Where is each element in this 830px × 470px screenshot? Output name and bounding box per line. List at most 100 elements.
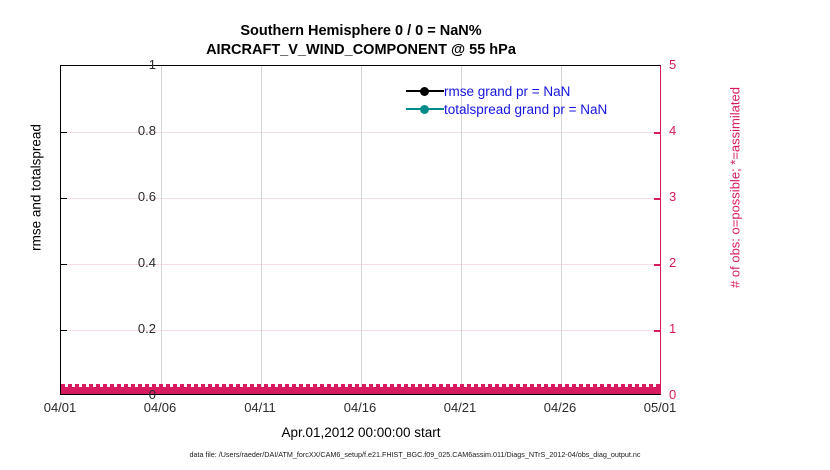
gridline-horizontal bbox=[61, 198, 660, 199]
obs-count-marker bbox=[453, 384, 457, 389]
obs-count-marker bbox=[593, 384, 597, 389]
obs-count-marker bbox=[397, 384, 401, 389]
obs-count-marker bbox=[432, 384, 436, 389]
obs-count-marker bbox=[579, 384, 583, 389]
obs-count-marker bbox=[572, 384, 576, 389]
y-tick-label-left: 0 bbox=[148, 387, 156, 402]
obs-count-marker bbox=[138, 384, 142, 389]
obs-count-marker bbox=[299, 384, 303, 389]
obs-count-marker bbox=[355, 384, 359, 389]
y-tick-label-right: 1 bbox=[669, 321, 677, 336]
obs-count-marker bbox=[411, 384, 415, 389]
obs-count-marker bbox=[313, 384, 317, 389]
obs-count-marker bbox=[257, 384, 261, 389]
obs-count-marker bbox=[481, 384, 485, 389]
obs-count-marker bbox=[404, 384, 408, 389]
x-tick-label: 04/16 bbox=[343, 400, 377, 415]
obs-count-marker bbox=[439, 384, 443, 389]
gridline-vertical bbox=[161, 66, 162, 394]
obs-count-marker bbox=[530, 384, 534, 389]
gridline-vertical bbox=[461, 66, 462, 394]
x-tick-label: 04/01 bbox=[43, 400, 77, 415]
axis-tick-left bbox=[61, 132, 67, 134]
obs-count-marker bbox=[194, 384, 198, 389]
obs-count-marker bbox=[390, 384, 394, 389]
obs-count-marker bbox=[537, 384, 541, 389]
obs-count-zero-line bbox=[61, 387, 660, 394]
gridline-vertical bbox=[561, 66, 562, 394]
obs-count-marker bbox=[614, 384, 618, 389]
obs-count-marker bbox=[110, 384, 114, 389]
obs-count-marker bbox=[509, 384, 513, 389]
x-axis-title: Apr.01,2012 00:00:00 start bbox=[281, 425, 441, 440]
y-tick-label-left: 0.8 bbox=[137, 123, 156, 138]
obs-count-marker bbox=[320, 384, 324, 389]
y-tick-label-right: 3 bbox=[669, 189, 677, 204]
obs-count-marker bbox=[180, 384, 184, 389]
obs-count-marker bbox=[341, 384, 345, 389]
obs-count-markers bbox=[61, 384, 660, 389]
obs-count-marker bbox=[159, 384, 163, 389]
obs-count-marker bbox=[208, 384, 212, 389]
obs-count-marker bbox=[369, 384, 373, 389]
obs-count-marker bbox=[488, 384, 492, 389]
y-tick-label-left: 1 bbox=[148, 57, 156, 72]
obs-count-marker bbox=[187, 384, 191, 389]
title-line-1: Southern Hemisphere 0 / 0 = NaN% bbox=[240, 23, 482, 39]
obs-count-marker bbox=[229, 384, 233, 389]
y-axis-title-right: # of obs: o=possible; *=assimilated bbox=[727, 87, 743, 288]
y-tick-label-left: 0.2 bbox=[137, 321, 156, 336]
obs-count-marker bbox=[642, 384, 646, 389]
obs-count-marker bbox=[502, 384, 506, 389]
y-axis-title-left: rmse and totalspread bbox=[28, 124, 44, 251]
obs-count-marker bbox=[61, 384, 65, 389]
data-file-caption: data file: /Users/raeder/DAI/ATM_forcXX/… bbox=[189, 450, 641, 459]
obs-count-marker bbox=[89, 384, 93, 389]
obs-count-marker bbox=[544, 384, 548, 389]
chart-title: Southern Hemisphere 0 / 0 = NaN% AIRCRAF… bbox=[60, 22, 662, 60]
axis-tick-left bbox=[61, 198, 67, 200]
obs-count-marker bbox=[418, 384, 422, 389]
obs-count-marker bbox=[278, 384, 282, 389]
plot-area bbox=[60, 65, 661, 395]
axis-tick-right bbox=[654, 264, 660, 266]
obs-count-marker bbox=[656, 384, 660, 389]
obs-count-marker bbox=[474, 384, 478, 389]
x-tick-label: 04/11 bbox=[244, 400, 276, 415]
legend-label-rmse: rmse grand pr = NaN bbox=[444, 83, 571, 99]
obs-count-marker bbox=[117, 384, 121, 389]
obs-count-marker bbox=[75, 384, 79, 389]
axis-tick-right bbox=[654, 198, 660, 200]
obs-count-marker bbox=[362, 384, 366, 389]
y-tick-label-right: 5 bbox=[669, 57, 677, 72]
obs-count-marker bbox=[285, 384, 289, 389]
gridline-horizontal bbox=[61, 264, 660, 265]
legend-item-rmse: rmse grand pr = NaN bbox=[406, 82, 656, 100]
obs-count-marker bbox=[68, 384, 72, 389]
gridline-vertical bbox=[261, 66, 262, 394]
obs-count-marker bbox=[523, 384, 527, 389]
obs-count-marker bbox=[271, 384, 275, 389]
legend-swatch-totalspread bbox=[406, 102, 444, 116]
gridline-horizontal bbox=[61, 330, 660, 331]
obs-count-marker bbox=[467, 384, 471, 389]
axis-tick-right bbox=[654, 132, 660, 134]
legend-swatch-rmse bbox=[406, 84, 444, 98]
obs-count-marker bbox=[145, 384, 149, 389]
gridline-vertical bbox=[361, 66, 362, 394]
legend-item-totalspread: totalspread grand pr = NaN bbox=[406, 100, 656, 118]
obs-count-marker bbox=[201, 384, 205, 389]
obs-count-marker bbox=[173, 384, 177, 389]
obs-count-marker bbox=[600, 384, 604, 389]
obs-count-marker bbox=[635, 384, 639, 389]
obs-count-marker bbox=[621, 384, 625, 389]
obs-count-marker bbox=[551, 384, 555, 389]
y-tick-label-left: 0.4 bbox=[137, 255, 156, 270]
x-tick-label: 04/06 bbox=[143, 400, 177, 415]
y-tick-label-left: 0.6 bbox=[137, 189, 156, 204]
axis-tick-right bbox=[654, 330, 660, 332]
obs-count-marker bbox=[96, 384, 100, 389]
obs-count-marker bbox=[425, 384, 429, 389]
obs-count-marker bbox=[236, 384, 240, 389]
